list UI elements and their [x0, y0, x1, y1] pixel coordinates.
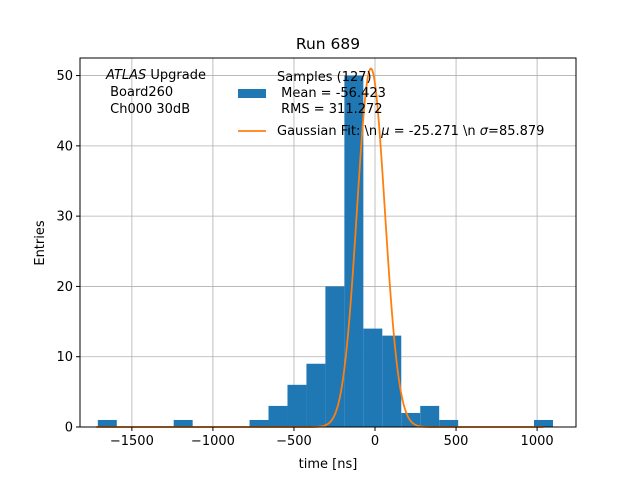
- plot-frame: [79, 57, 577, 428]
- grid: [80, 58, 576, 428]
- x-axis-label: time [ns]: [299, 457, 358, 472]
- histogram-bar: [268, 405, 288, 427]
- legend: Samples (127) Mean = -56.423 RMS = 311.2…: [238, 70, 544, 139]
- histogram-bar: [306, 363, 326, 427]
- histogram-bar: [325, 286, 345, 427]
- legend-fit-label: Gaussian Fit: \n μ = -25.271 \n σ=85.879: [277, 124, 544, 139]
- annotation-line-2: Board260: [106, 85, 173, 100]
- legend-histogram-line-1: Samples (127): [277, 70, 372, 85]
- x-tick-label: 500: [444, 434, 469, 449]
- y-tick-label: 50: [56, 69, 73, 84]
- y-tick-label: 10: [56, 350, 73, 365]
- y-tick-label: 20: [56, 280, 73, 295]
- annotation-line-1: ATLAS Upgrade: [105, 68, 206, 83]
- histogram-bar: [97, 419, 117, 427]
- y-tick-label: 40: [56, 139, 73, 154]
- histogram-bar: [363, 328, 383, 427]
- y-tick-label: 30: [56, 210, 73, 225]
- annotation-line-3: Ch000 30dB: [106, 102, 190, 117]
- histogram-bar: [420, 405, 440, 427]
- histogram-bar: [173, 419, 193, 427]
- legend-swatch-histogram: [238, 89, 266, 98]
- histogram-bar: [249, 419, 269, 427]
- x-tick-label: 1000: [521, 434, 554, 449]
- x-tick-label: −1500: [110, 434, 154, 449]
- histogram-bar: [534, 419, 553, 427]
- x-tick-label: −1000: [191, 434, 235, 449]
- axis-ticks: −1500 −1000 −500 0 500 1000 0 10 20 30 40 50: [56, 69, 553, 449]
- atlas-annotation: ATLAS Upgrade Board260 Ch000 30dB: [105, 68, 206, 117]
- x-tick-label: 0: [371, 434, 379, 449]
- histogram-bar: [287, 384, 307, 427]
- chart-title: Run 689: [296, 35, 360, 53]
- y-tick-label: 0: [65, 421, 73, 436]
- histogram-bar: [439, 419, 459, 427]
- legend-histogram-line-3: RMS = 311.272: [277, 102, 383, 117]
- legend-histogram-line-2: Mean = -56.423: [277, 86, 386, 101]
- y-axis-label: Entries: [33, 220, 48, 266]
- x-tick-label: −500: [276, 434, 312, 449]
